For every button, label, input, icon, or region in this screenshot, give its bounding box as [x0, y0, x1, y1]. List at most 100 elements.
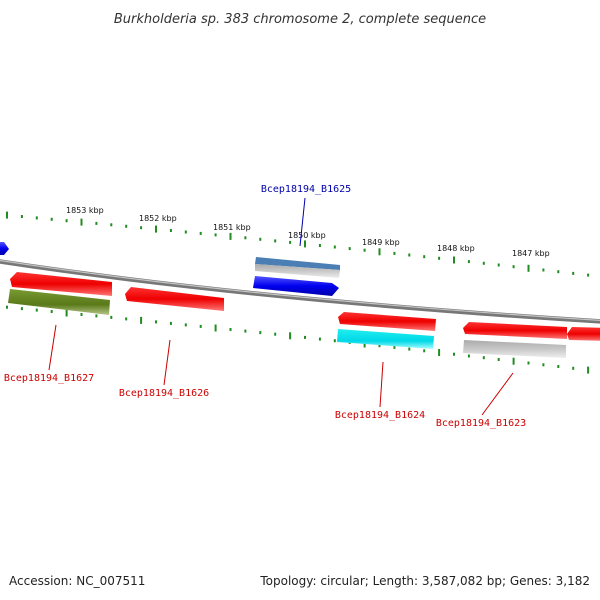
gene-label-b1625[interactable]: Bcep18194_B1625: [261, 184, 351, 195]
gene-b1623-other[interactable]: [463, 340, 566, 358]
upper-scale-minor-tick: [199, 231, 202, 235]
gene-b1626[interactable]: [125, 287, 224, 311]
upper-scale-minor-tick: [65, 219, 68, 223]
scale-label-1853: 1853 kbp: [66, 206, 104, 215]
lower-scale-minor-tick: [259, 331, 262, 335]
lower-scale-minor-tick: [274, 332, 277, 336]
gene-b1625-feature-lower[interactable]: [255, 264, 340, 278]
gene-b1625-feature[interactable]: [255, 257, 340, 270]
lower-scale-minor-tick: [423, 349, 426, 353]
upper-scale-minor-tick: [467, 260, 470, 264]
lower-scale-minor-tick: [497, 358, 500, 361]
upper-scale-minor-tick: [587, 273, 590, 277]
scale-ticks-upper: [6, 211, 590, 277]
gene-label-b1626[interactable]: Bcep18194_B1626: [119, 388, 209, 399]
scale-label-1852: 1852 kbp: [139, 214, 177, 223]
lower-scale-minor-tick: [125, 317, 128, 321]
lower-scale-minor-tick: [408, 347, 411, 351]
lower-scale-minor-tick: [572, 366, 575, 370]
genome-summary-text: Topology: circular; Length: 3,587,082 bp…: [259, 574, 590, 588]
gene-b1625[interactable]: [253, 276, 339, 296]
gene-b1624[interactable]: [338, 312, 436, 331]
upper-scale-minor-tick: [572, 271, 575, 275]
lower-scale-minor-tick: [378, 344, 381, 348]
lower-scale-major-tick: [289, 332, 292, 340]
scale-labels: 1853 kbp 1852 kbp 1851 kbp 1850 kbp 1849…: [66, 206, 550, 258]
upper-scale-minor-tick: [50, 217, 53, 221]
gene-forward-partial[interactable]: [0, 242, 9, 255]
lower-scale-minor-tick: [155, 320, 157, 324]
upper-scale-minor-tick: [184, 230, 187, 234]
scale-ticks-lower: [6, 305, 590, 374]
upper-scale-minor-tick: [423, 255, 426, 259]
gene-b1627-rna[interactable]: [8, 289, 110, 315]
upper-scale-major-tick: [6, 211, 8, 219]
lower-scale-minor-tick: [35, 308, 38, 312]
lower-scale-major-tick: [214, 324, 217, 332]
upper-scale-major-tick: [155, 225, 157, 233]
scale-label-1847: 1847 kbp: [512, 249, 550, 258]
leader-line-b1625: [299, 197, 306, 247]
lower-scale-major-tick: [512, 357, 515, 365]
lower-scale-major-tick: [65, 309, 68, 317]
lower-scale-minor-tick: [527, 361, 530, 365]
upper-scale-minor-tick: [274, 239, 277, 243]
scale-label-1851: 1851 kbp: [213, 223, 251, 232]
upper-scale-minor-tick: [169, 229, 172, 232]
upper-scale-major-tick: [80, 218, 83, 226]
chromosome-backbone: [0, 259, 600, 324]
gene-label-b1623[interactable]: Bcep18194_B1623: [436, 418, 526, 429]
upper-scale-minor-tick: [557, 270, 560, 274]
upper-scale-major-tick: [378, 248, 381, 256]
upper-scale-major-tick: [527, 264, 530, 272]
upper-scale-minor-tick: [408, 253, 411, 257]
lower-scale-major-tick: [587, 366, 590, 374]
map-title: Burkholderia sp. 383 chromosome 2, compl…: [114, 12, 486, 27]
scale-label-1850: 1850 kbp: [288, 231, 326, 240]
upper-scale-minor-tick: [497, 263, 500, 267]
upper-scale-major-tick: [304, 240, 306, 248]
lower-scale-major-tick: [438, 349, 441, 356]
lower-scale-minor-tick: [482, 356, 485, 360]
gene-b1622-partial[interactable]: [567, 327, 600, 341]
gene-label-b1624[interactable]: Bcep18194_B1624: [335, 410, 425, 421]
scale-label-1848: 1848 kbp: [437, 244, 475, 253]
upper-scale-minor-tick: [512, 265, 515, 269]
lower-scale-minor-tick: [95, 314, 98, 318]
scale-label-1849: 1849 kbp: [362, 238, 400, 247]
upper-scale-minor-tick: [333, 245, 336, 249]
lower-scale-major-tick: [140, 316, 143, 324]
lower-scale-minor-tick: [184, 323, 187, 327]
upper-scale-minor-tick: [363, 248, 366, 252]
lower-scale-minor-tick: [80, 313, 83, 316]
gene-b1623[interactable]: [463, 322, 567, 339]
upper-scale-minor-tick: [95, 221, 98, 225]
upper-scale-minor-tick: [542, 268, 545, 272]
lower-scale-minor-tick: [244, 329, 247, 333]
upper-scale-minor-tick: [348, 247, 351, 251]
gene-b1627[interactable]: [10, 272, 112, 296]
chromosome-backbone-highlight: [0, 259, 600, 321]
leader-line-b1623: [481, 372, 514, 416]
lower-scale-minor-tick: [333, 339, 336, 343]
lower-scale-minor-tick: [169, 321, 172, 325]
upper-scale-minor-tick: [214, 233, 217, 237]
accession-text: Accession: NC_007511: [9, 574, 145, 588]
lower-scale-minor-tick: [20, 307, 23, 311]
lower-scale-minor-tick: [199, 324, 202, 328]
lower-scale-minor-tick: [304, 335, 306, 339]
upper-scale-minor-tick: [20, 215, 23, 218]
leader-line-b1624: [379, 361, 384, 408]
gene-label-b1627[interactable]: Bcep18194_B1627: [4, 373, 94, 384]
lower-scale-minor-tick: [6, 305, 8, 309]
upper-scale-minor-tick: [289, 240, 292, 244]
upper-scale-major-tick: [453, 256, 455, 264]
lower-scale-minor-tick: [393, 345, 396, 349]
upper-scale-minor-tick: [140, 226, 143, 230]
leader-line-b1626: [163, 339, 171, 386]
lower-scale-minor-tick: [453, 352, 455, 356]
gene-b1624-pseudo[interactable]: [337, 329, 434, 349]
upper-scale-minor-tick: [318, 244, 321, 247]
upper-scale-minor-tick: [244, 236, 247, 240]
